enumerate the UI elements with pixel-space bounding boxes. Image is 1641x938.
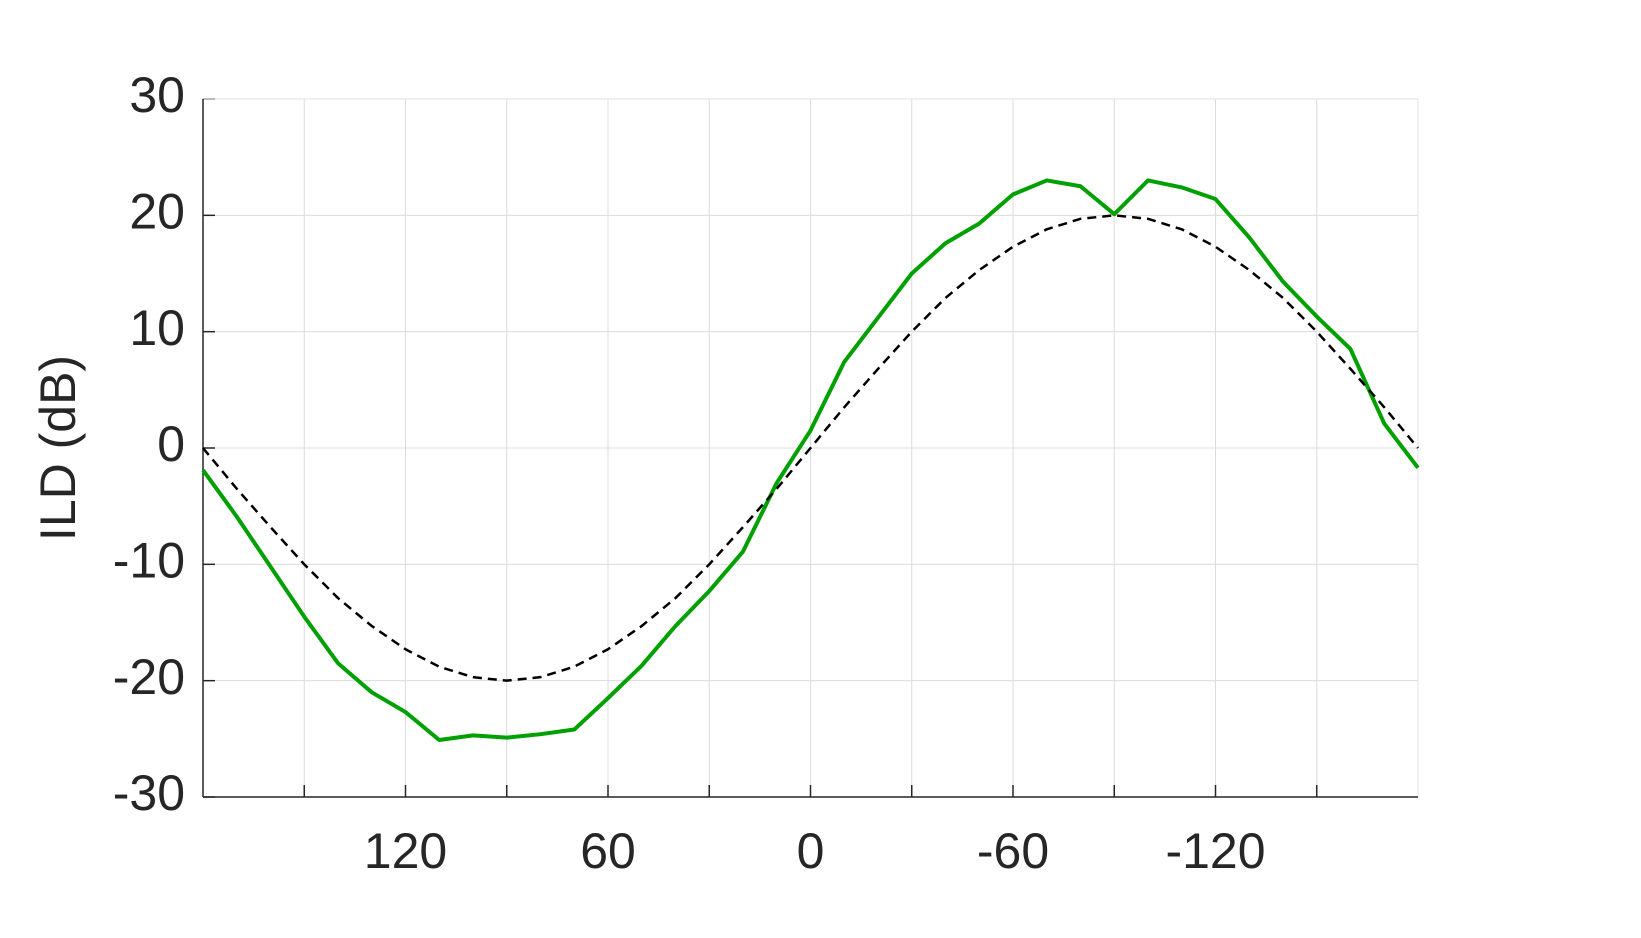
- y-tick-label: -20: [113, 649, 185, 705]
- y-tick-label: -30: [113, 765, 185, 821]
- x-tick-label: -60: [977, 823, 1049, 879]
- x-tick-label: 120: [364, 823, 447, 879]
- y-tick-label: 0: [157, 416, 185, 472]
- x-tick-label: 0: [797, 823, 825, 879]
- y-tick-label: 30: [129, 67, 185, 123]
- y-tick-label: -10: [113, 533, 185, 589]
- y-tick-label: 10: [129, 300, 185, 356]
- x-tick-label: 60: [580, 823, 636, 879]
- series-line: [202, 214, 1419, 682]
- series-line: [201, 178, 1420, 742]
- x-tick-label: -120: [1165, 823, 1265, 879]
- y-axis-label: ILD (dB): [30, 355, 86, 541]
- y-tick-label: 20: [129, 184, 185, 240]
